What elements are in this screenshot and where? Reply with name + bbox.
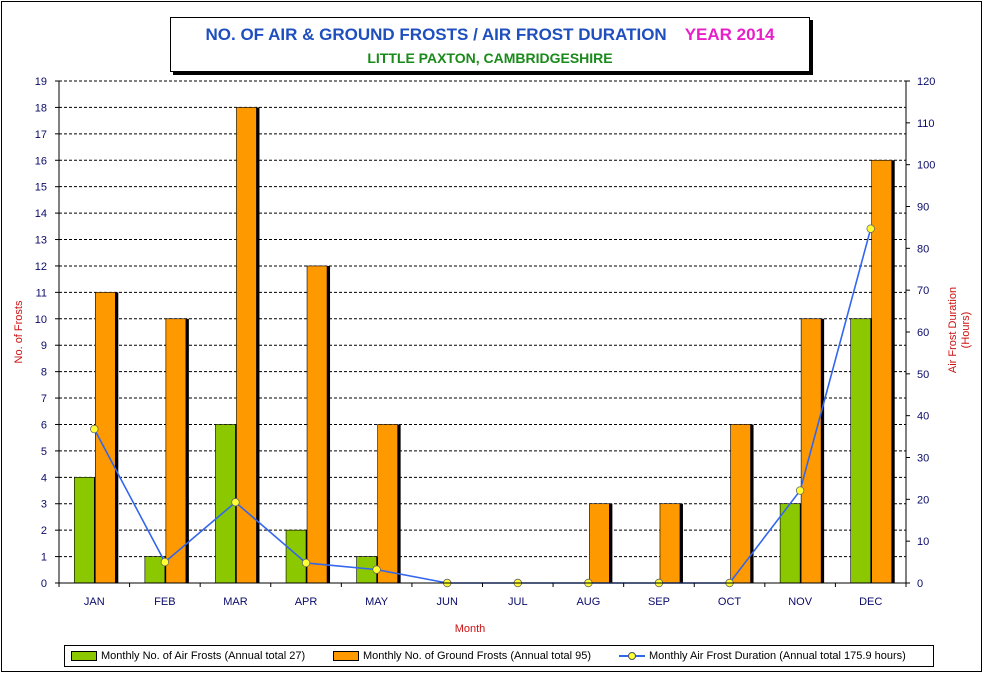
y-tick-label: 3 xyxy=(41,499,47,511)
chart-title-box: NO. OF AIR & GROUND FROSTS / AIR FROST D… xyxy=(170,17,810,72)
y2-tick-label: 100 xyxy=(917,160,935,172)
y2-tick-label: 40 xyxy=(917,411,929,423)
legend-item-ground-frosts: Monthly No. of Ground Frosts (Annual tot… xyxy=(333,650,591,662)
x-tick-label: JUL xyxy=(508,596,528,608)
y-tick-label: 19 xyxy=(35,76,47,88)
y2-tick-label: 60 xyxy=(917,327,929,339)
y2-tick-label: 80 xyxy=(917,243,929,255)
legend-item-duration: Monthly Air Frost Duration (Annual total… xyxy=(619,650,906,662)
bars-group xyxy=(73,107,895,584)
y-tick-label: 4 xyxy=(41,472,47,484)
x-axis-title: Month xyxy=(455,623,486,635)
x-tick-label: MAY xyxy=(365,596,389,608)
ground-frost-bar xyxy=(871,159,893,584)
legend-label-duration: Monthly Air Frost Duration (Annual total… xyxy=(649,650,906,662)
ground-frost-bar xyxy=(377,424,398,584)
duration-line-group xyxy=(90,224,875,588)
y-tick-label: 15 xyxy=(35,182,47,194)
y-tick-label: 18 xyxy=(35,102,47,114)
y2-tick-label: 30 xyxy=(917,453,929,465)
chart-subtitle: LITTLE PAXTON, CAMBRIDGESHIRE xyxy=(367,50,613,66)
y2-tick-label: 110 xyxy=(917,118,935,130)
legend-label-ground-frosts: Monthly No. of Ground Frosts (Annual tot… xyxy=(363,650,592,662)
y2-tick-label: 90 xyxy=(917,202,929,214)
chart-title: NO. OF AIR & GROUND FROSTS / AIR FROST D… xyxy=(171,25,809,45)
y2-tick-label: 10 xyxy=(917,536,929,548)
duration-point xyxy=(795,486,805,495)
legend-swatch-air-frosts xyxy=(71,651,97,662)
legend-item-air-frosts: Monthly No. of Air Frosts (Annual total … xyxy=(71,650,305,662)
legend: Monthly No. of Air Frosts (Annual total … xyxy=(64,645,934,667)
duration-point xyxy=(231,498,240,507)
y-tick-label: 14 xyxy=(35,208,47,220)
air-frost-bar xyxy=(850,318,872,584)
ground-frost-bar xyxy=(306,265,328,584)
y-tick-label: 6 xyxy=(41,419,47,431)
air-frost-bar xyxy=(73,477,95,584)
y-tick-label: 5 xyxy=(41,446,47,458)
legend-swatch-ground-frosts xyxy=(333,651,359,662)
duration-point xyxy=(866,224,875,233)
y2-tick-label: 0 xyxy=(917,578,923,590)
chart-title-text: NO. OF AIR & GROUND FROSTS / AIR FROST D… xyxy=(205,25,667,44)
category-labels: JAN FEB MAR APR MAY JUN JUL AUG SEP OCT NOV DEC xyxy=(58,583,907,608)
duration-point xyxy=(160,557,170,567)
x-tick-label: OCT xyxy=(718,596,742,608)
y-tick-label: 13 xyxy=(35,235,47,247)
y-tick-label: 17 xyxy=(35,129,47,141)
y-tick-label: 0 xyxy=(41,578,47,590)
legend-label-air-frosts: Monthly No. of Air Frosts (Annual total … xyxy=(101,650,306,662)
y-tick-label: 2 xyxy=(41,525,47,537)
ground-frost-bar xyxy=(589,503,610,584)
duration-point xyxy=(372,565,381,574)
chart-year: YEAR 2014 xyxy=(684,25,775,44)
y-tick-label: 7 xyxy=(41,393,47,405)
x-tick-label: APR xyxy=(295,596,318,608)
y-tick-label: 9 xyxy=(41,340,47,352)
right-axis-ticks: 0 10 20 30 40 50 60 70 80 90 100 110 120 xyxy=(906,76,935,590)
y2-axis-title-line2: (Hours) xyxy=(960,312,972,349)
air-frost-bar xyxy=(779,503,801,584)
y-tick-label: 12 xyxy=(35,261,47,273)
x-tick-label: NOV xyxy=(788,596,813,608)
ground-frost-bar xyxy=(165,318,187,584)
y2-tick-label: 70 xyxy=(917,285,929,297)
x-tick-label: AUG xyxy=(576,596,600,608)
y-tick-label: 10 xyxy=(35,314,47,326)
legend-line-duration xyxy=(619,651,645,661)
y2-axis-title-line1: Air Frost Duration xyxy=(947,287,959,373)
duration-point xyxy=(301,558,311,568)
air-frost-bar xyxy=(285,529,307,584)
duration-point xyxy=(90,424,99,434)
y2-tick-label: 20 xyxy=(917,494,929,506)
y-tick-label: 11 xyxy=(36,287,47,299)
x-tick-label: DEC xyxy=(859,596,882,608)
y2-tick-label: 120 xyxy=(917,76,935,88)
x-tick-label: JUN xyxy=(437,596,458,608)
x-tick-label: MAR xyxy=(223,596,248,608)
gridlines xyxy=(59,80,906,558)
y-tick-label: 1 xyxy=(41,552,47,564)
y-axis-title: No. of Frosts xyxy=(13,300,25,363)
x-tick-label: SEP xyxy=(648,596,670,608)
y2-tick-label: 50 xyxy=(917,369,929,381)
x-tick-label: FEB xyxy=(154,596,175,608)
y-tick-label: 8 xyxy=(41,367,47,379)
ground-frost-bar xyxy=(659,503,681,584)
y-tick-label: 16 xyxy=(35,155,47,167)
x-tick-label: JAN xyxy=(84,596,105,608)
